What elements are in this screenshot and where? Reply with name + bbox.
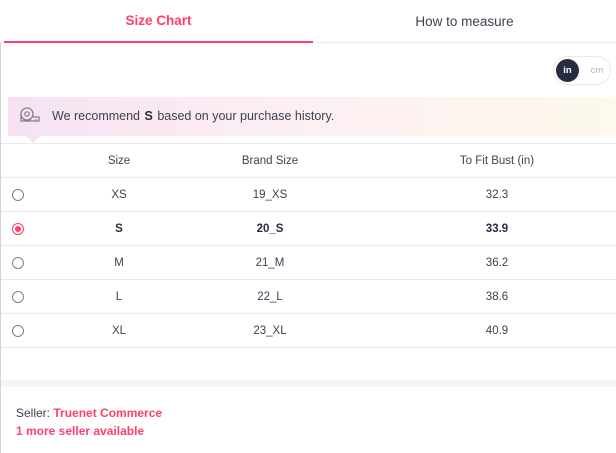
table-header-row: Size Brand Size To Fit Bust (in) — [1, 143, 616, 178]
seller-info: Seller: Truenet Commerce — [16, 406, 162, 420]
header-brand-size: Brand Size — [241, 154, 299, 167]
table-row[interactable]: L 22_L 38.6 — [1, 280, 616, 314]
row-bust: 36.2 — [485, 256, 509, 269]
row-size: S — [115, 222, 123, 235]
row-brand-size: 19_XS — [252, 188, 288, 201]
tab-how-to-measure[interactable]: How to measure — [415, 14, 514, 29]
recommended-size: S — [144, 109, 153, 123]
table-row[interactable]: XL 23_XL 40.9 — [1, 314, 616, 348]
size-chart-table: Size Brand Size To Fit Bust (in) XS 19_X… — [1, 143, 616, 348]
row-size: L — [115, 290, 123, 303]
table-row[interactable]: M 21_M 36.2 — [1, 246, 616, 280]
seller-name-link[interactable]: Truenet Commerce — [53, 406, 163, 420]
tab-size-chart[interactable]: Size Chart — [4, 0, 313, 43]
row-brand-size: 23_XL — [253, 324, 287, 337]
row-bust: 40.9 — [485, 324, 509, 337]
table-row[interactable]: S 20_S 33.9 — [1, 212, 616, 246]
row-size: M — [114, 256, 124, 269]
row-brand-size: 22_L — [257, 290, 283, 303]
row-bust: 33.9 — [485, 222, 509, 235]
row-size: XS — [111, 188, 127, 201]
table-row[interactable]: XS 19_XS 32.3 — [1, 178, 616, 212]
header-bust: To Fit Bust (in) — [459, 154, 535, 167]
section-divider — [1, 380, 616, 387]
size-radio-s[interactable] — [12, 222, 24, 235]
unit-in-option[interactable]: in — [556, 59, 579, 82]
panel-left-border — [0, 43, 1, 453]
row-bust: 38.6 — [485, 290, 509, 303]
recommendation-prefix: We recommend — [52, 109, 140, 123]
row-bust: 32.3 — [485, 188, 509, 201]
recommendation-pointer — [26, 136, 40, 143]
unit-cm-option[interactable]: cm — [590, 65, 604, 76]
unit-toggle[interactable]: in cm — [553, 56, 611, 85]
size-radio-l[interactable] — [12, 290, 24, 303]
row-brand-size: 21_M — [255, 256, 285, 269]
recommendation-suffix: based on your purchase history. — [157, 109, 335, 123]
header-size: Size — [107, 154, 131, 167]
row-brand-size: 20_S — [256, 222, 284, 235]
size-radio-xl[interactable] — [12, 324, 24, 337]
size-radio-m[interactable] — [12, 256, 24, 269]
size-recommendation-banner: We recommend S based on your purchase hi… — [8, 97, 616, 136]
row-size: XL — [111, 324, 127, 337]
tab-bar: Size Chart How to measure — [0, 0, 616, 43]
measuring-tape-icon — [20, 107, 40, 122]
seller-label: Seller: — [16, 406, 51, 420]
more-sellers-link[interactable]: 1 more seller available — [16, 424, 145, 438]
recommendation-text: We recommend S based on your purchase hi… — [52, 109, 334, 123]
size-radio-xs[interactable] — [12, 188, 24, 201]
